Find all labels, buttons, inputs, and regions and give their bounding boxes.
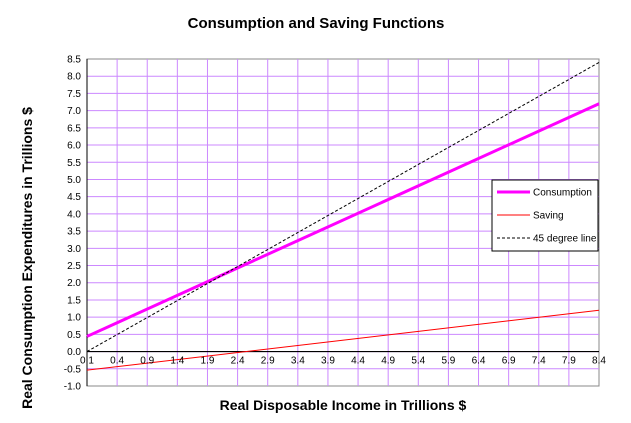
chart-title: Consumption and Saving Functions [188, 15, 445, 32]
y-tick-label: 4.5 [67, 192, 81, 203]
legend: Consumption Saving 45 degree line [491, 179, 599, 252]
y-tick-label: 7.5 [67, 89, 81, 100]
series-line-consumption [86, 102, 600, 338]
y-tick-label: 3.5 [67, 227, 81, 238]
x-tick-label: 7.4 [532, 356, 546, 367]
y-tick-label: 5.0 [67, 175, 81, 186]
y-tick-label: 7.0 [67, 106, 81, 117]
x-axis-title: Real Disposable Income in Trillions $ [220, 397, 467, 413]
x-tick-label: 8.4 [592, 356, 606, 367]
x-tick-label: 2.9 [261, 356, 275, 367]
y-tick-label: 0.5 [67, 330, 81, 341]
legend-items: Consumption Saving 45 degree line [497, 188, 597, 245]
x-tick-label: 6.4 [472, 356, 486, 367]
y-tick-label: 6.0 [67, 141, 81, 152]
y-tick-label: 4.0 [67, 209, 81, 220]
x-tick-label: 1.9 [201, 356, 215, 367]
axes [86, 59, 599, 386]
y-tick-label: 1.5 [67, 295, 81, 306]
y-tick-labels: -1.0 -0.5 0.0 0.5 1.0 1.5 2.0 2.5 3.0 3.5 4.0 4.5 5.… [64, 55, 82, 393]
x-tick-label: 0.1 [80, 356, 94, 367]
y-tick-label: -0.5 [64, 364, 82, 375]
x-tick-label: 4.4 [351, 356, 365, 367]
y-tick-label: 8.0 [67, 72, 81, 83]
x-tick-label: 4.9 [381, 356, 395, 367]
x-tick-label: 3.9 [321, 356, 335, 367]
y-tick-label: -1.0 [64, 382, 82, 393]
legend-label: 45 degree line [533, 234, 597, 245]
y-tick-label: 3.0 [67, 244, 81, 255]
y-tick-label: 6.5 [67, 123, 81, 134]
x-tick-label: 5.9 [441, 356, 455, 367]
x-tick-label: 7.9 [562, 356, 576, 367]
x-tick-label: 0.4 [110, 356, 124, 367]
series-line-saving [86, 309, 600, 371]
y-tick-label: 2.5 [67, 261, 81, 272]
y-tick-label: 1.0 [67, 313, 81, 324]
x-tick-label: 6.9 [502, 356, 516, 367]
legend-label: Consumption [533, 188, 592, 199]
y-axis-title: Real Consumption Expenditures in Trillio… [19, 107, 35, 409]
y-tick-label: 2.0 [67, 278, 81, 289]
x-tick-label: 1.4 [170, 356, 184, 367]
x-tick-label: 0.9 [140, 356, 154, 367]
x-tick-label: 5.4 [411, 356, 425, 367]
legend-label: Saving [533, 211, 564, 222]
y-tick-label: 5.5 [67, 158, 81, 169]
grid-lines [87, 59, 599, 386]
y-tick-label: 8.5 [67, 55, 81, 66]
y-tick-label: 0.0 [67, 347, 81, 358]
series-line-45-degree-line [86, 62, 600, 353]
series-lines [86, 62, 600, 371]
x-tick-label: 2.4 [231, 356, 245, 367]
x-tick-labels: 0.1 0.4 0.9 1.4 1.9 2.4 2.9 3.4 3.9 4.4 4.9 5.4 5.9 6… [80, 356, 606, 367]
x-tick-label: 3.4 [291, 356, 305, 367]
